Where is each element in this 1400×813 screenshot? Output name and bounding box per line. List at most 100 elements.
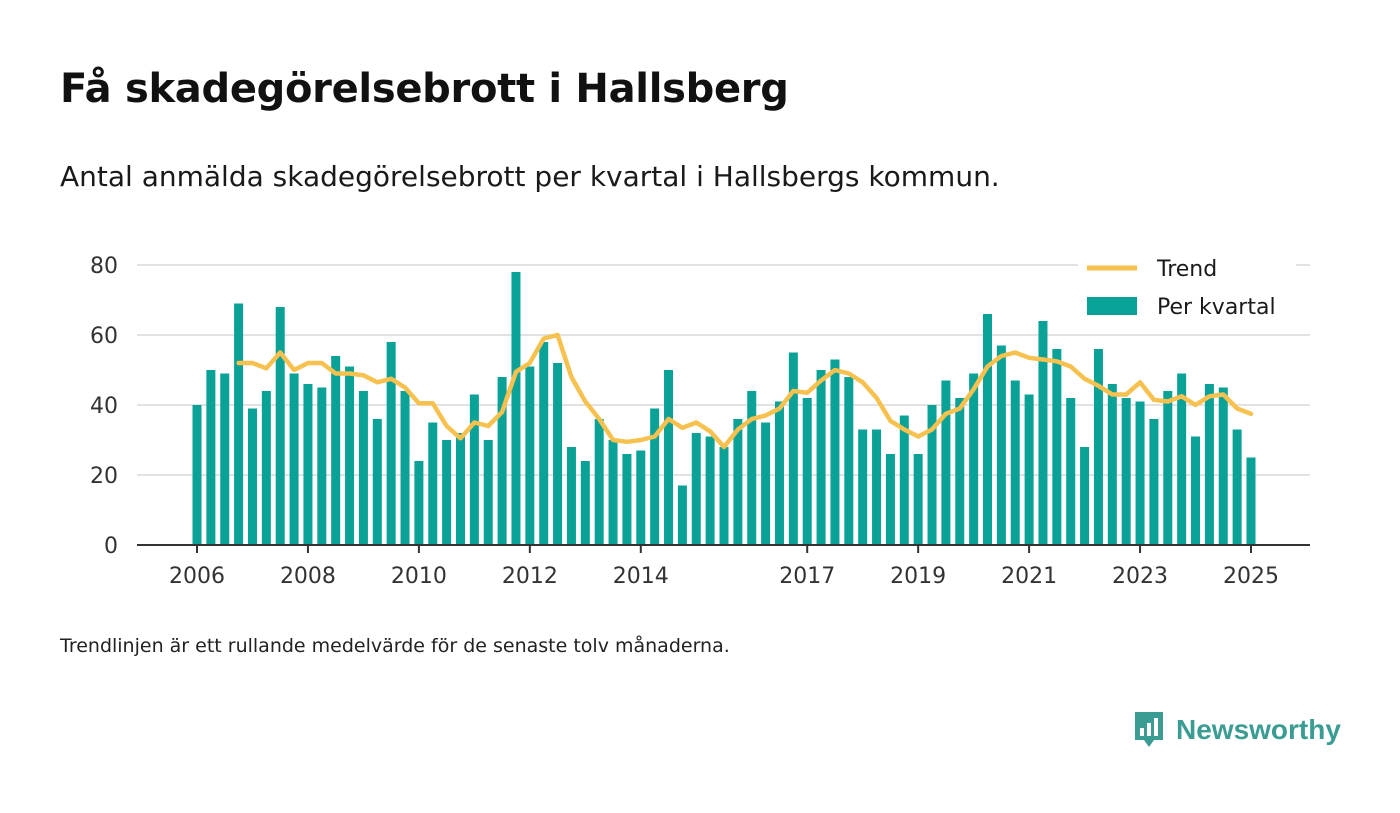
- legend-swatch-bars: [1087, 297, 1137, 315]
- bar: [691, 433, 701, 545]
- bar: [1246, 457, 1256, 545]
- bar: [608, 440, 618, 545]
- bar: [525, 366, 535, 545]
- chart-plot: 0 20 40 60 80 2006 2008 2010 2012 2014 2017 2019 202…: [90, 254, 1310, 589]
- bar: [594, 419, 604, 545]
- bar: [1107, 384, 1117, 545]
- bar: [192, 405, 202, 545]
- bar: [483, 440, 493, 545]
- x-tick-label: 2023: [1112, 564, 1168, 589]
- bar: [927, 405, 937, 545]
- bar: [345, 366, 355, 545]
- bar: [774, 401, 784, 545]
- bar: [733, 419, 743, 545]
- x-tick-label: 2012: [502, 564, 558, 589]
- bar: [872, 429, 882, 545]
- bar: [469, 394, 479, 545]
- x-tick-label: 2025: [1223, 564, 1279, 589]
- bar: [1038, 321, 1048, 545]
- legend-label-trend: Trend: [1156, 257, 1217, 282]
- bar: [331, 356, 341, 545]
- y-tick-label: 80: [90, 254, 118, 279]
- bar: [996, 345, 1006, 545]
- bar: [442, 440, 452, 545]
- bar: [206, 370, 216, 545]
- bar: [983, 314, 992, 545]
- bar: [1024, 394, 1034, 545]
- trend-line: [236, 332, 1254, 450]
- bar: [830, 359, 840, 545]
- bar: [247, 408, 257, 545]
- bar: [497, 377, 507, 545]
- x-tick-label: 2010: [391, 564, 447, 589]
- bar-series: [192, 272, 1256, 545]
- bar: [1135, 401, 1145, 545]
- bar: [261, 391, 271, 545]
- bar: [941, 380, 951, 545]
- axes: 0 20 40 60 80 2006 2008 2010 2012 2014 2017 2019 202…: [90, 254, 1310, 589]
- bar: [677, 485, 687, 545]
- trend-series: [236, 332, 1254, 450]
- bar: [719, 447, 729, 545]
- bar: [802, 398, 812, 545]
- bar: [400, 391, 410, 545]
- bar: [636, 450, 646, 545]
- chart-subtitle: Antal anmälda skadegörelsebrott per kvar…: [60, 160, 1000, 193]
- bar: [788, 352, 798, 545]
- bar: [358, 391, 368, 545]
- bar: [1052, 349, 1062, 545]
- bar: [955, 398, 965, 545]
- bar: [372, 419, 382, 545]
- y-tick-label: 60: [90, 324, 118, 349]
- bar: [816, 370, 826, 545]
- bar: [511, 272, 521, 545]
- bar: [1093, 349, 1103, 545]
- x-tick-label: 2021: [1001, 564, 1057, 589]
- bar: [761, 422, 771, 545]
- bar: [705, 436, 715, 545]
- bar: [428, 422, 438, 545]
- bar: [1191, 436, 1201, 545]
- x-tick-label: 2017: [779, 564, 835, 589]
- bar: [1149, 419, 1159, 545]
- bar: [275, 307, 285, 545]
- bar: [622, 454, 632, 545]
- bar: [1080, 447, 1090, 545]
- bar: [1010, 380, 1020, 545]
- bar: [1066, 398, 1076, 545]
- bar: [1177, 373, 1187, 545]
- bar: [1163, 391, 1173, 545]
- legend-label-bars: Per kvartal: [1157, 295, 1276, 320]
- chart-title: Få skadegörelsebrott i Hallsberg: [60, 66, 789, 112]
- bar: [1218, 387, 1228, 545]
- bar: [747, 391, 757, 545]
- y-tick-label: 40: [90, 394, 118, 419]
- bar: [220, 373, 230, 545]
- x-tick-label: 2006: [169, 564, 225, 589]
- bar: [234, 303, 244, 545]
- bar: [858, 429, 868, 545]
- bar: [899, 415, 909, 545]
- bar: [885, 454, 895, 545]
- newsworthy-logo-icon: [1135, 712, 1163, 747]
- bar: [650, 408, 660, 545]
- bar: [289, 373, 299, 545]
- y-tick-label: 20: [90, 464, 118, 489]
- y-tick-label: 0: [104, 534, 118, 559]
- bar: [913, 454, 923, 545]
- x-tick-label: 2019: [890, 564, 946, 589]
- bar: [664, 370, 674, 545]
- bar: [1204, 384, 1214, 545]
- x-tick-label: 2008: [280, 564, 336, 589]
- bar: [317, 387, 327, 545]
- bar: [1232, 429, 1242, 545]
- bar: [386, 342, 396, 545]
- bar: [969, 373, 979, 545]
- brand-name: Newsworthy: [1176, 714, 1341, 745]
- bar: [414, 461, 424, 545]
- bar: [580, 461, 590, 545]
- bar: [566, 447, 576, 545]
- bar: [539, 342, 549, 545]
- bar: [553, 363, 563, 545]
- bar: [844, 377, 854, 545]
